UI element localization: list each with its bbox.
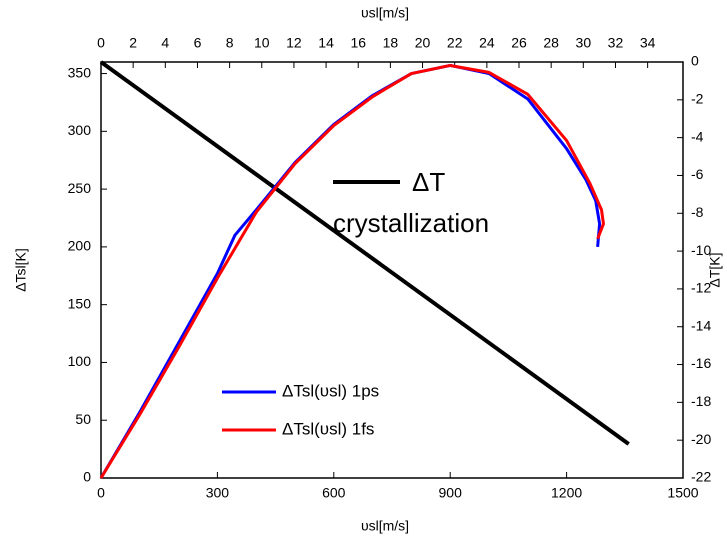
y2-tick-label: -22 [691,469,711,485]
x-tick-label: 1500 [667,485,698,501]
series-line [99,60,630,446]
y-tick-label: 250 [68,180,92,196]
y2-tick-label: -14 [691,317,711,333]
x-tick-label: 300 [206,485,230,501]
x2-tick-label: 20 [415,35,431,51]
x-tick-label: 1200 [551,485,582,501]
x2-tick-label: 34 [640,35,656,51]
x2-tick-label: 24 [479,35,495,51]
y2-tick-label: -4 [691,128,704,144]
legend-label: ΔTsl(υsl) 1fs [282,419,374,438]
annotation: crystallization [333,208,489,238]
x2-tick-label: 22 [447,35,463,51]
x2-tick-label: 12 [286,35,302,51]
y-tick-label: 350 [68,64,92,80]
x2-tick-label: 32 [608,35,624,51]
x2-tick-label: 16 [350,35,366,51]
x2-tick-label: 30 [576,35,592,51]
y-tick-label: 50 [75,411,91,427]
y-axis-label: ΔTsl[K] [13,248,29,292]
x-tick-label: 600 [322,485,346,501]
legend-label: ΔT [412,167,445,197]
x2-tick-label: 8 [226,35,234,51]
series-line [99,63,605,479]
x2-tick-label: 18 [383,35,399,51]
x-axis-label: υsl[m/s] [361,518,409,534]
y-tick-label: 100 [68,353,92,369]
y2-tick-label: -8 [691,204,704,220]
y2-tick-label: 0 [691,53,699,69]
y2-tick-label: -2 [691,91,704,107]
x2-tick-label: 26 [511,35,527,51]
legend-label: ΔTsl(υsl) 1ps [282,381,379,400]
y2-tick-label: -10 [691,242,711,258]
x2-tick-label: 4 [161,35,169,51]
y-tick-label: 300 [68,122,92,138]
x2-axis-label: υsl[m/s] [361,5,409,21]
x-tick-label: 900 [439,485,463,501]
x2-tick-label: 2 [129,35,137,51]
x2-tick-label: 28 [543,35,559,51]
x2-tick-label: 10 [254,35,270,51]
y2-tick-label: -12 [691,280,711,296]
y2-axis-label: ΔT[K] [707,252,723,287]
y2-tick-label: -20 [691,431,711,447]
y2-tick-label: -6 [691,166,704,182]
x2-tick-label: 14 [318,35,334,51]
plot-frame [100,61,684,479]
x-tick-label: 0 [97,485,105,501]
y2-tick-label: -16 [691,355,711,371]
y-tick-label: 0 [83,469,91,485]
y-tick-label: 200 [68,238,92,254]
y-tick-label: 150 [68,295,92,311]
series-line [99,63,602,479]
x2-tick-label: 0 [97,35,105,51]
y2-tick-label: -18 [691,393,711,409]
x2-tick-label: 6 [194,35,202,51]
